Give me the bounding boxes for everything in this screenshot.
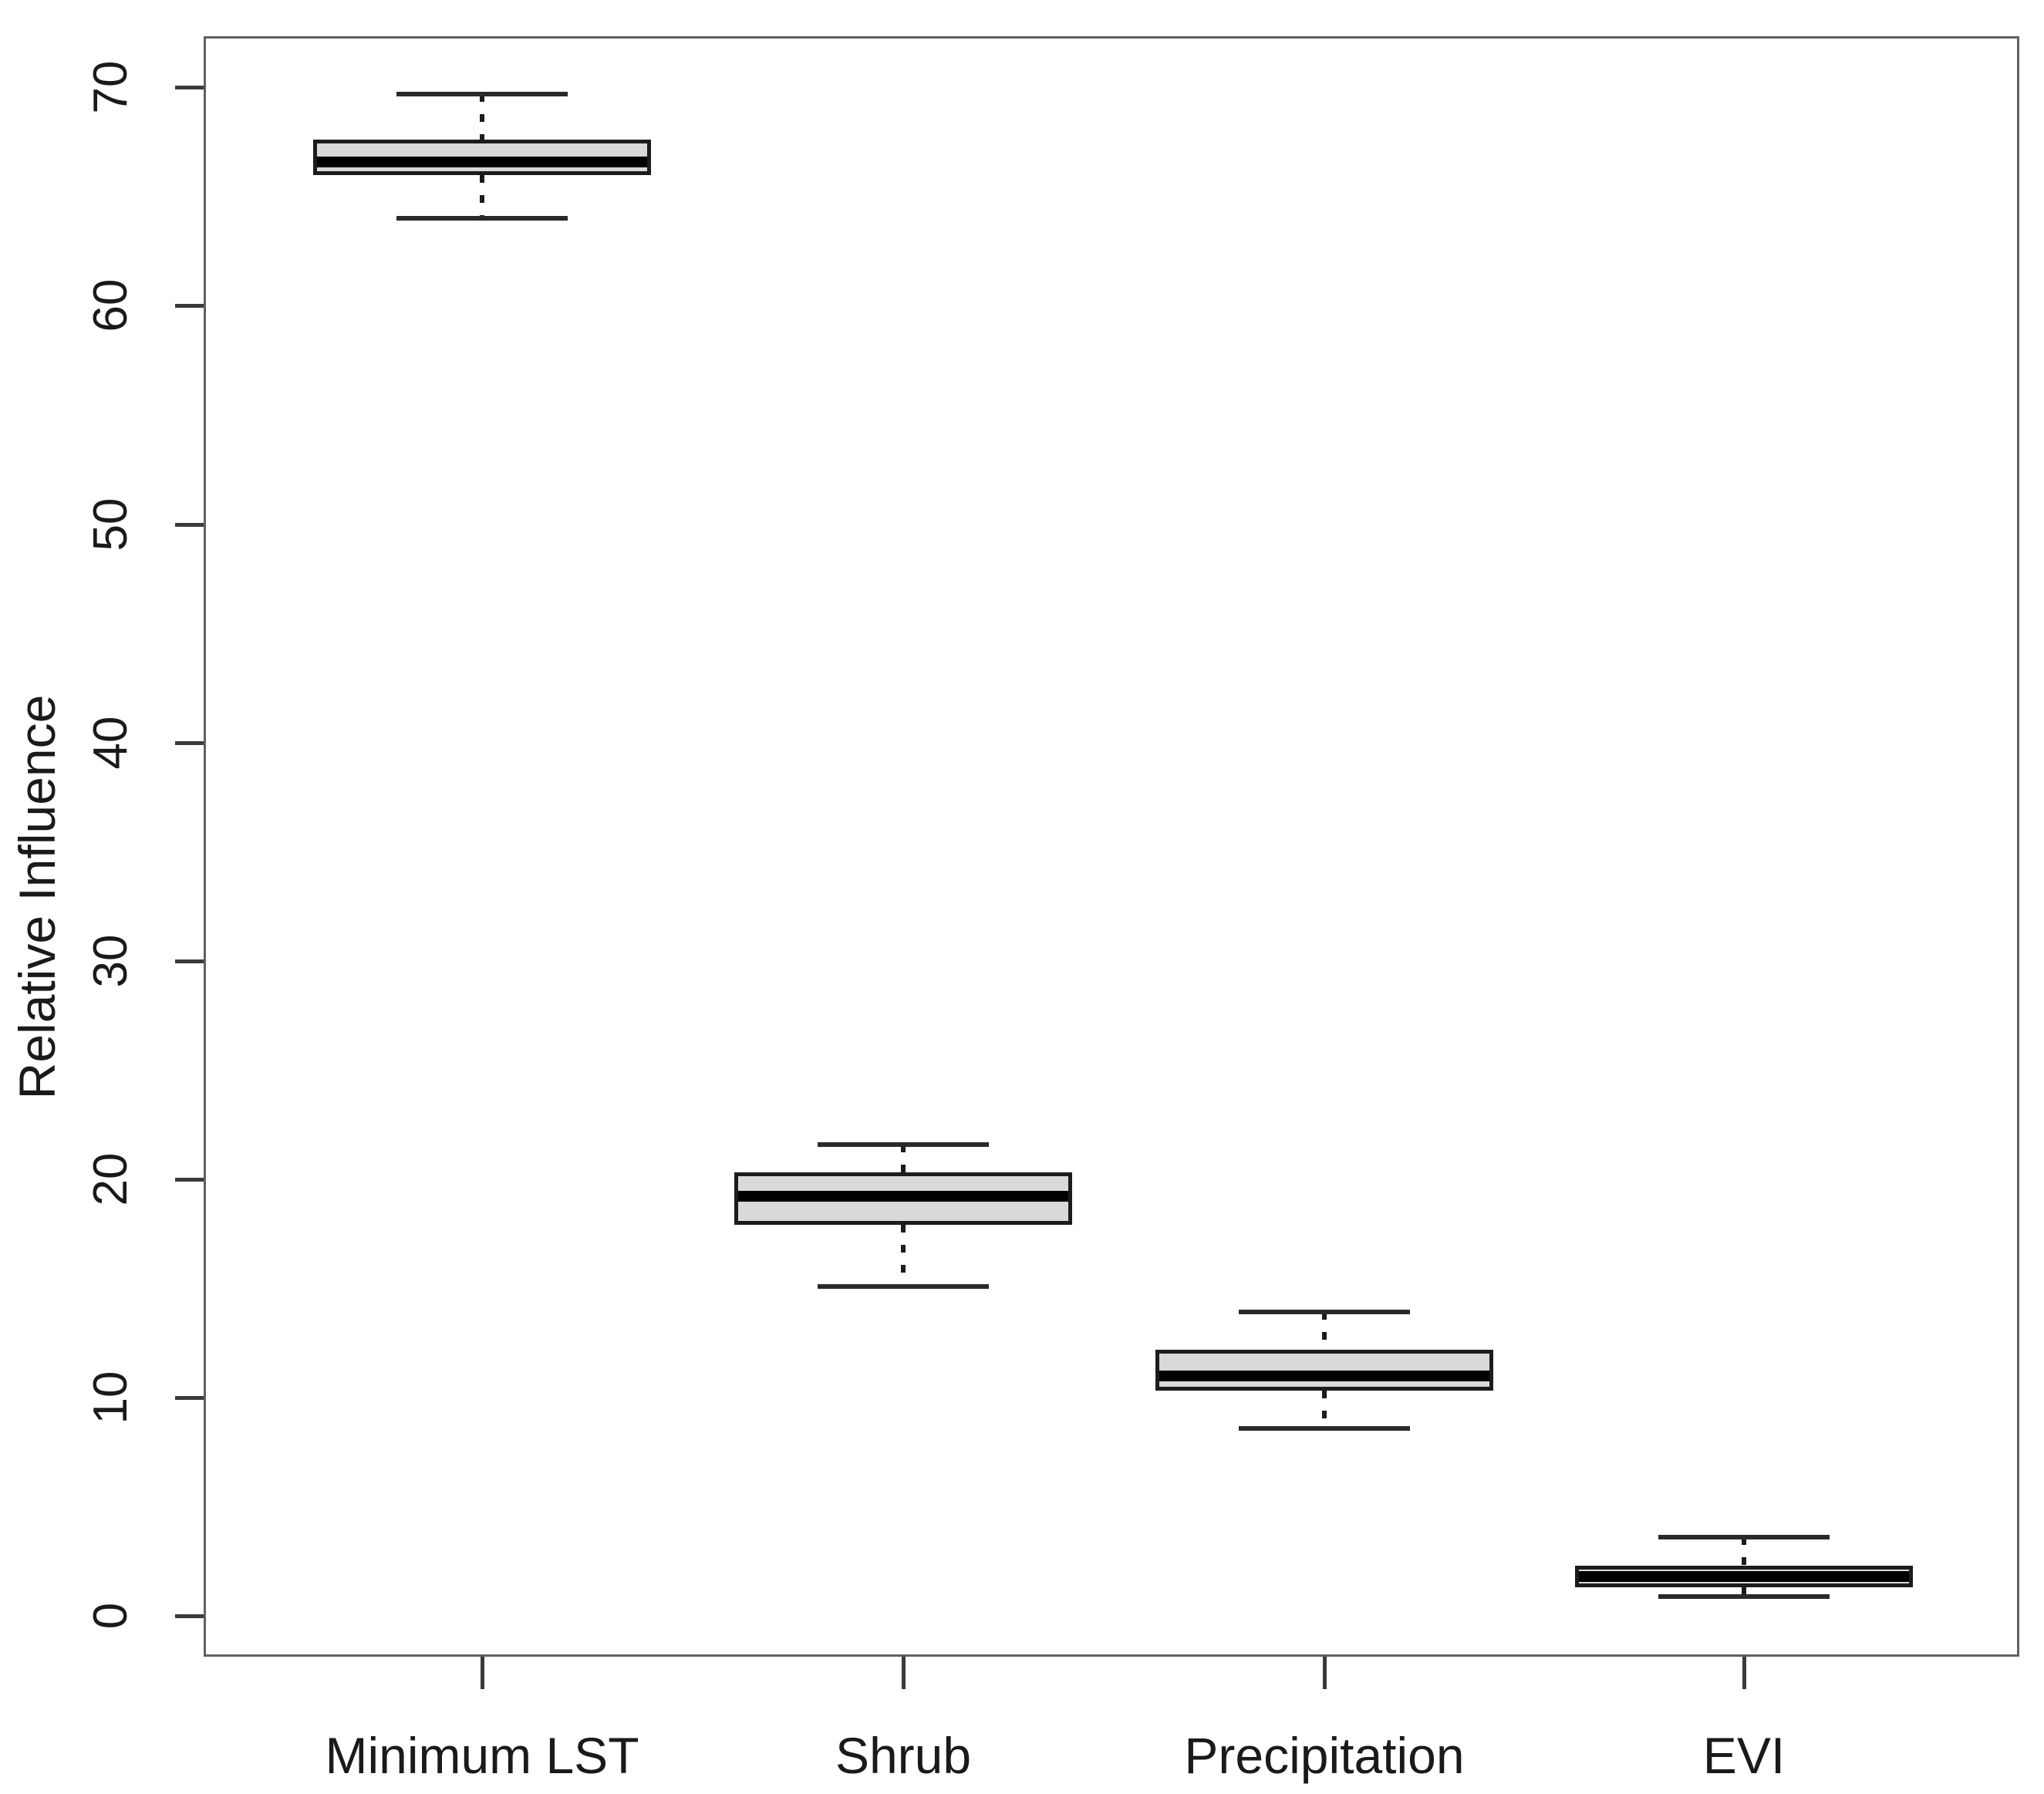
lower-whisker-cap xyxy=(396,216,568,221)
upper-whisker-cap xyxy=(396,91,568,96)
y-tick-mark xyxy=(175,1395,204,1400)
y-tick-label: 30 xyxy=(83,934,137,988)
median-line xyxy=(738,1191,1068,1202)
y-tick-mark xyxy=(175,522,204,527)
lower-whisker-cap xyxy=(818,1283,989,1289)
y-tick-mark xyxy=(175,304,204,309)
y-tick-mark xyxy=(175,959,204,963)
lower-whisker-line xyxy=(901,1225,906,1286)
upper-whisker-line xyxy=(480,93,484,140)
upper-whisker-cap xyxy=(818,1141,989,1147)
x-tick-label: Precipitation xyxy=(1184,1727,1465,1784)
median-line xyxy=(1579,1571,1909,1583)
lower-whisker-cap xyxy=(1239,1425,1410,1431)
median-line xyxy=(1159,1370,1489,1381)
x-tick-mark xyxy=(902,1657,906,1689)
y-tick-label: 20 xyxy=(83,1152,137,1206)
y-tick-label: 70 xyxy=(83,60,137,114)
x-tick-label: Shrub xyxy=(835,1727,972,1784)
upper-whisker-cap xyxy=(1658,1535,1830,1540)
iqr-box xyxy=(1155,1349,1493,1391)
x-tick-label: Minimum LST xyxy=(325,1727,639,1784)
y-tick-label: 40 xyxy=(83,716,137,770)
y-tick-label: 10 xyxy=(83,1371,137,1425)
x-tick-mark xyxy=(481,1657,484,1689)
y-tick-mark xyxy=(175,740,204,745)
upper-whisker-line xyxy=(901,1144,906,1173)
x-tick-mark xyxy=(1742,1657,1746,1689)
upper-whisker-line xyxy=(1322,1312,1327,1350)
y-tick-mark xyxy=(175,1177,204,1182)
x-tick-mark xyxy=(1323,1657,1327,1689)
y-tick-mark xyxy=(175,1614,204,1618)
median-line xyxy=(317,156,647,167)
y-tick-mark xyxy=(175,86,204,90)
lower-whisker-line xyxy=(480,174,484,219)
lower-whisker-line xyxy=(1742,1587,1746,1597)
lower-whisker-line xyxy=(1322,1391,1327,1428)
lower-whisker-cap xyxy=(1658,1593,1830,1599)
y-tick-label: 50 xyxy=(83,497,137,551)
y-tick-label: 60 xyxy=(83,278,137,332)
upper-whisker-line xyxy=(1742,1537,1746,1566)
x-tick-label: EVI xyxy=(1702,1727,1786,1784)
upper-whisker-cap xyxy=(1239,1310,1410,1315)
y-tick-label: 0 xyxy=(83,1602,137,1630)
plot-area xyxy=(204,36,2019,1657)
